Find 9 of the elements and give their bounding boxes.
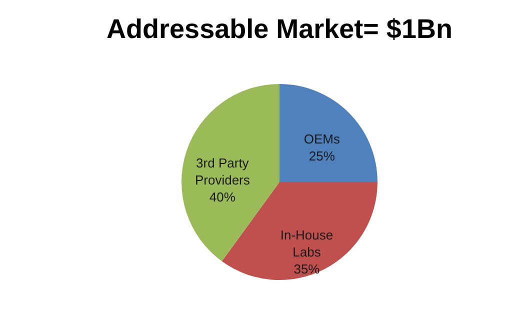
pie-slice bbox=[280, 84, 378, 182]
pie-slice bbox=[182, 84, 280, 262]
data-label: 35% bbox=[294, 261, 320, 276]
slice-label: In-House Labs bbox=[280, 227, 334, 260]
chart-title: Addressable Market= $1Bn bbox=[106, 14, 452, 44]
data-label: 25% bbox=[308, 148, 336, 164]
slice-label: OEMs bbox=[304, 132, 340, 147]
slice-label: 3rd Party Providers bbox=[194, 155, 250, 188]
data-label: 40% bbox=[209, 189, 236, 204]
